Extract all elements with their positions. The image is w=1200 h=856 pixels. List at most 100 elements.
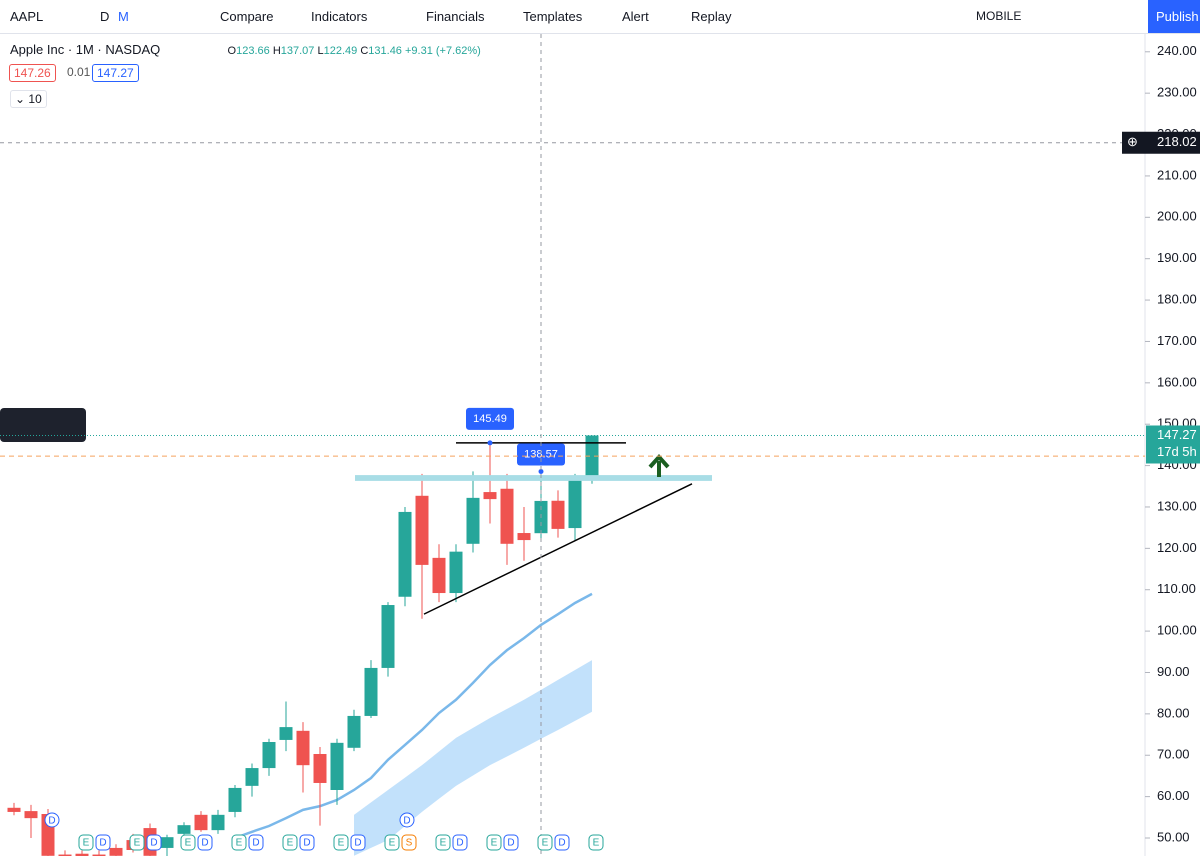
ask[interactable]: 147.27 — [92, 64, 139, 82]
candle-body — [7, 807, 21, 812]
candle-body — [568, 478, 582, 529]
caret: ⌄ — [15, 92, 29, 106]
candle-body — [398, 511, 412, 597]
volume-length-value: 10 — [28, 92, 42, 106]
event-label: E — [134, 838, 141, 849]
event-label: E — [338, 838, 345, 849]
compare[interactable]: Compare — [220, 9, 274, 24]
templates[interactable]: Templates — [523, 9, 583, 24]
candle-body — [262, 742, 276, 769]
countdown: 17d 5h — [1157, 444, 1197, 459]
event-icon — [452, 834, 468, 851]
event-label: E — [287, 838, 294, 849]
event-icon — [299, 834, 315, 851]
event-label: D — [201, 838, 208, 849]
dividend-icon — [44, 812, 60, 828]
candle-body — [75, 853, 89, 856]
event-label: D — [150, 838, 157, 849]
candle-body — [483, 492, 497, 500]
event-label: D — [507, 838, 514, 849]
o: O — [227, 45, 237, 57]
publish[interactable]: Publish — [1148, 0, 1200, 33]
l: L — [317, 45, 324, 57]
candle-body — [517, 533, 531, 541]
candle-body — [279, 727, 293, 740]
dividend-label: D — [48, 816, 55, 827]
candle-body — [432, 557, 446, 594]
candle-body — [500, 488, 514, 544]
candle-body — [313, 754, 327, 783]
event-label: E — [389, 838, 396, 849]
event-label: E — [491, 838, 498, 849]
candle-body — [466, 497, 480, 544]
event-icon — [333, 834, 349, 851]
interval[interactable]: D — [100, 9, 110, 24]
event-icon — [486, 834, 502, 851]
candle-body — [58, 854, 72, 856]
y-tick-label: 230.00 — [1157, 85, 1197, 100]
y-tick-label: 160.00 — [1157, 374, 1197, 389]
y-tick-label: 60.00 — [1157, 788, 1190, 803]
trend-line — [423, 483, 693, 615]
crosshair-label: 218.02 — [1157, 134, 1197, 149]
interval[interactable]: M — [118, 9, 129, 24]
event-icon — [231, 834, 247, 851]
financials[interactable]: Financials — [426, 9, 485, 24]
candle-body — [24, 811, 38, 819]
point — [538, 469, 544, 475]
event-icon — [180, 834, 196, 851]
alert[interactable]: Alert — [622, 9, 649, 24]
event-icon — [537, 834, 553, 851]
event-label: E — [185, 838, 192, 849]
y-tick-label: 70.00 — [1157, 747, 1190, 762]
high: 137.07 — [280, 45, 315, 57]
event-icon — [401, 834, 417, 851]
event-label: D — [303, 838, 310, 849]
y-tick-label: 170.00 — [1157, 333, 1197, 348]
event-icon — [129, 834, 145, 851]
candle-body — [347, 715, 361, 748]
y-tick-label: 240.00 — [1157, 43, 1197, 58]
event-icon — [282, 834, 298, 851]
candle-body — [296, 730, 310, 766]
candle-body — [381, 605, 395, 668]
candle-body — [160, 837, 174, 848]
ma-line — [234, 592, 593, 840]
candle-body — [449, 551, 463, 594]
crosshair-tag — [1122, 131, 1200, 154]
layout[interactable]: MOBILE — [976, 9, 1022, 23]
y-tick-label: 200.00 — [1157, 209, 1197, 224]
candle-body — [92, 854, 106, 856]
candle-body — [177, 825, 191, 834]
candle-body — [415, 495, 429, 565]
arrow — [648, 454, 670, 477]
chart: 50.00 60.00 70.00 80.00 90.00 100.00 110.00 120… — [0, 34, 1200, 856]
bid[interactable]: 147.26 — [9, 64, 56, 82]
candle-body — [194, 814, 208, 831]
drawing-toolbar[interactable] — [0, 408, 86, 442]
low: 122.49 — [323, 45, 358, 57]
ohlc: O123.66 H137.07 L122.49 C131.46 +9.31 (+… — [228, 45, 481, 57]
y-tick-label: 100.00 — [1157, 623, 1197, 638]
candle-body — [585, 435, 599, 480]
event-label: E — [542, 838, 549, 849]
close: 131.46 — [368, 45, 402, 57]
change: +9.31 (+7.62%) — [405, 45, 481, 57]
y-tick-label: 190.00 — [1157, 250, 1197, 265]
replay[interactable]: Replay — [691, 9, 732, 24]
event-icon — [248, 834, 264, 851]
point-label-bg — [517, 443, 565, 466]
toolbar: AAPL D M Compare Indicators Financials T… — [0, 0, 1200, 34]
c: C — [360, 45, 369, 57]
volume-length[interactable]: ⌄ 10 — [10, 90, 47, 108]
dividend-label: D — [403, 816, 410, 827]
event-icon — [197, 834, 213, 851]
candle-body — [228, 787, 242, 812]
candle-body — [211, 814, 225, 831]
indicators[interactable]: Indicators — [311, 9, 368, 24]
y-tick-label: 210.00 — [1157, 167, 1197, 182]
event-icon — [588, 834, 604, 851]
band — [354, 660, 592, 856]
symbol[interactable]: AAPL — [10, 9, 44, 24]
